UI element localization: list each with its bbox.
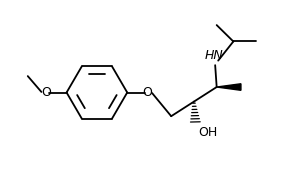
Text: HN: HN bbox=[204, 48, 223, 62]
Text: O: O bbox=[143, 86, 152, 99]
Polygon shape bbox=[217, 84, 241, 90]
Text: O: O bbox=[41, 86, 51, 99]
Text: OH: OH bbox=[199, 126, 218, 139]
